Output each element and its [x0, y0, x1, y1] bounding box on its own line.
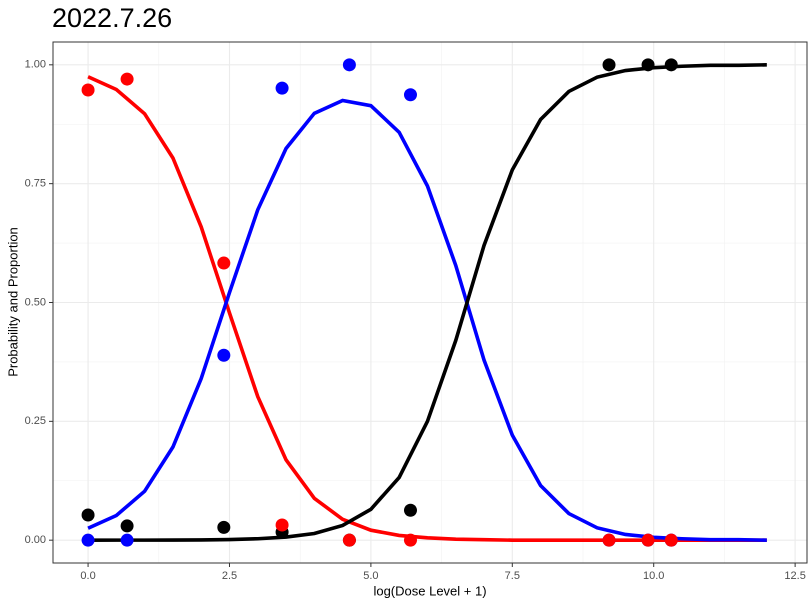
point [403, 88, 417, 102]
x-tick-label: 0.0 [80, 570, 95, 582]
point [275, 518, 289, 532]
point [120, 533, 134, 547]
point [664, 533, 678, 547]
x-axis-label: log(Dose Level + 1) [373, 583, 486, 598]
point [217, 520, 231, 534]
x-tick-label: 5.0 [363, 570, 378, 582]
point [217, 256, 231, 270]
panel-border [52, 41, 808, 564]
y-tick-label: 0.50 [25, 296, 46, 308]
point [120, 72, 134, 86]
y-tick-label: 0.25 [25, 415, 46, 427]
point [664, 58, 678, 72]
point [342, 533, 356, 547]
point [602, 58, 616, 72]
x-tick-label: 7.5 [505, 570, 520, 582]
y-tick-label: 0.00 [25, 534, 46, 546]
y-axis-label: Probability and Proportion [5, 227, 20, 377]
point [403, 503, 417, 517]
y-tick-label: 0.75 [25, 178, 46, 190]
x-tick-label: 2.5 [222, 570, 237, 582]
point [602, 533, 616, 547]
point [641, 58, 655, 72]
x-tick-label: 12.5 [784, 570, 805, 582]
chart-title: 2022.7.26 [52, 3, 172, 33]
point [641, 533, 655, 547]
point [342, 58, 356, 72]
y-tick-label: 1.00 [25, 59, 46, 71]
point [275, 81, 289, 95]
point [81, 533, 95, 547]
point [120, 519, 134, 533]
point [81, 508, 95, 522]
x-tick-label: 10.0 [643, 570, 664, 582]
point [81, 83, 95, 97]
point [217, 348, 231, 362]
point [403, 533, 417, 547]
